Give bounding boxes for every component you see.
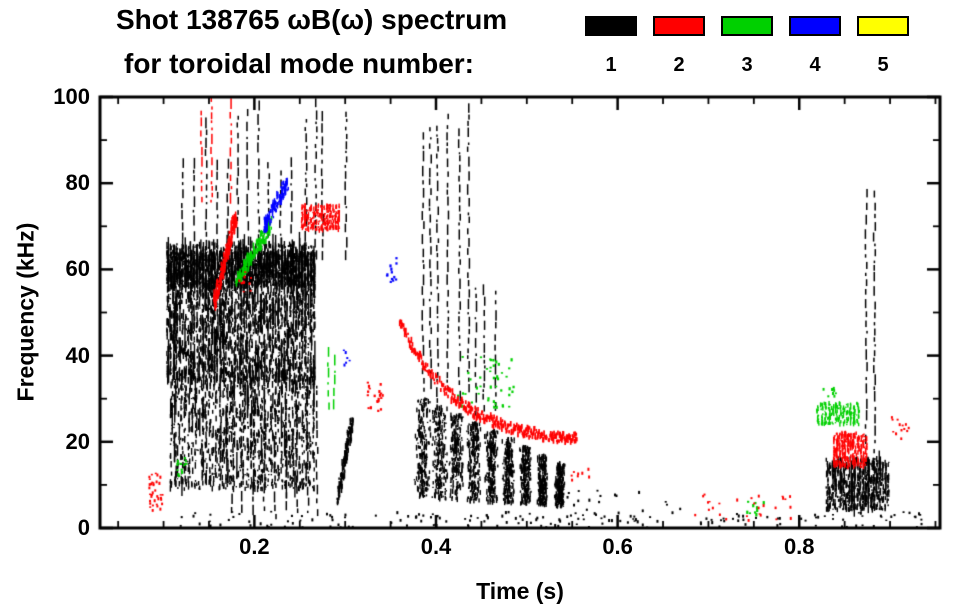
x-tick-label: 0.6 (602, 534, 633, 559)
chart-title: Shot 138765 ωB(ω) spectrum (116, 4, 508, 35)
x-tick-label: 0.2 (239, 534, 270, 559)
y-tick-label: 60 (65, 256, 90, 282)
x-tick-label: 0.4 (420, 534, 452, 559)
x-tick-label: 0.8 (783, 534, 815, 559)
y-tick-label: 20 (65, 428, 90, 454)
chart-subtitle: for toroidal mode number: (124, 48, 474, 79)
x-axis-title: Time (s) (476, 578, 564, 604)
y-tick-label: 80 (65, 170, 90, 196)
y-tick-label: 0 (77, 515, 90, 540)
y-tick-label: 40 (65, 342, 90, 368)
y-tick-label: 100 (53, 84, 90, 109)
y-axis-title: Frequency (kHz) (12, 222, 39, 402)
